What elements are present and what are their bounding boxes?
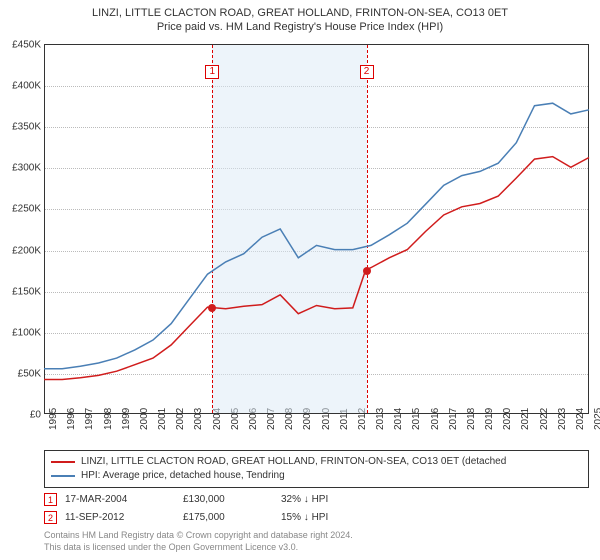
series-hpi: [44, 103, 589, 369]
title-line1: LINZI, LITTLE CLACTON ROAD, GREAT HOLLAN…: [10, 6, 590, 20]
y-tick-label: £0: [3, 410, 41, 421]
sale-diff: 32% ↓ HPI: [281, 494, 371, 505]
legend: LINZI, LITTLE CLACTON ROAD, GREAT HOLLAN…: [44, 450, 589, 488]
sale-row: 1 17-MAR-2004 £130,000 32% ↓ HPI: [44, 490, 371, 508]
legend-line-icon: [51, 475, 75, 477]
footer-line2: This data is licensed under the Open Gov…: [44, 542, 353, 554]
y-tick-label: £400K: [3, 81, 41, 92]
y-tick-label: £100K: [3, 327, 41, 338]
legend-item: LINZI, LITTLE CLACTON ROAD, GREAT HOLLAN…: [51, 455, 582, 469]
price-chart: LINZI, LITTLE CLACTON ROAD, GREAT HOLLAN…: [0, 0, 600, 560]
sales-table: 1 17-MAR-2004 £130,000 32% ↓ HPI 2 11-SEP-201…: [44, 490, 371, 526]
legend-label: LINZI, LITTLE CLACTON ROAD, GREAT HOLLAN…: [81, 455, 506, 469]
legend-line-icon: [51, 461, 75, 463]
sale-index-box: 1: [44, 493, 57, 506]
y-tick-label: £250K: [3, 204, 41, 215]
sale-date: 11-SEP-2012: [65, 512, 175, 523]
title-line2: Price paid vs. HM Land Registry's House …: [10, 20, 590, 34]
footer-line1: Contains HM Land Registry data © Crown c…: [44, 530, 353, 542]
y-tick-label: £350K: [3, 122, 41, 133]
y-tick-label: £50K: [3, 368, 41, 379]
sale-diff: 15% ↓ HPI: [281, 512, 371, 523]
x-tick-label: 2025: [593, 408, 600, 430]
y-tick-label: £150K: [3, 286, 41, 297]
sale-row: 2 11-SEP-2012 £175,000 15% ↓ HPI: [44, 508, 371, 526]
legend-item: HPI: Average price, detached house, Tend…: [51, 469, 582, 483]
footer-text: Contains HM Land Registry data © Crown c…: [44, 530, 353, 553]
y-tick-label: £300K: [3, 163, 41, 174]
sale-index-box: 2: [44, 511, 57, 524]
sale-price: £175,000: [183, 512, 273, 523]
y-tick-label: £200K: [3, 245, 41, 256]
y-tick-label: £450K: [3, 40, 41, 51]
sale-date: 17-MAR-2004: [65, 494, 175, 505]
line-series: [44, 44, 589, 414]
plot-area: £0£50K£100K£150K£200K£250K£300K£350K£400…: [44, 44, 589, 414]
legend-label: HPI: Average price, detached house, Tend…: [81, 469, 285, 483]
chart-title: LINZI, LITTLE CLACTON ROAD, GREAT HOLLAN…: [0, 0, 600, 37]
series-property: [44, 157, 589, 380]
sale-price: £130,000: [183, 494, 273, 505]
